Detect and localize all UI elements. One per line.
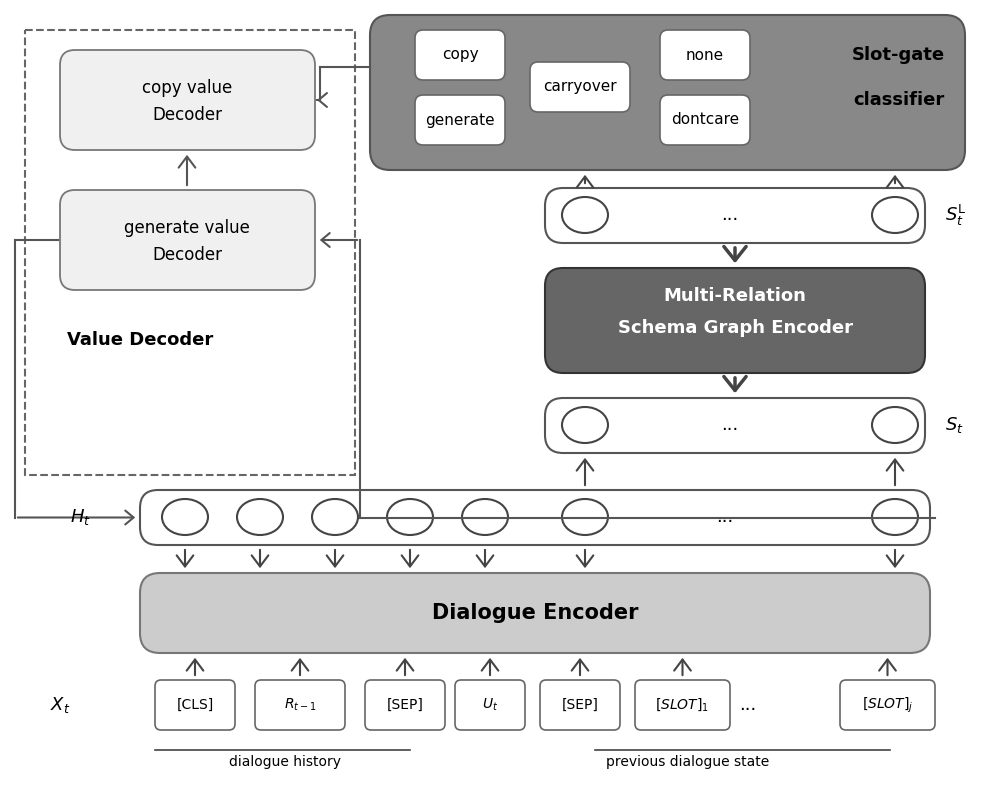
Text: [SEP]: [SEP] [562,698,598,712]
FancyBboxPatch shape [255,680,345,730]
Ellipse shape [387,499,433,535]
FancyBboxPatch shape [415,95,505,145]
Text: Dialogue Encoder: Dialogue Encoder [432,603,638,623]
FancyBboxPatch shape [140,490,930,545]
Text: copy: copy [442,48,478,63]
FancyBboxPatch shape [540,680,620,730]
Ellipse shape [237,499,283,535]
Text: previous dialogue state: previous dialogue state [606,755,770,769]
FancyBboxPatch shape [455,680,525,730]
Text: $X_t$: $X_t$ [50,695,70,715]
FancyBboxPatch shape [660,30,750,80]
Text: none: none [686,48,724,63]
FancyBboxPatch shape [155,680,235,730]
Text: dialogue history: dialogue history [229,755,341,769]
Text: ...: ... [716,508,734,526]
Text: dontcare: dontcare [671,113,739,128]
Text: $H_t$: $H_t$ [70,507,90,527]
Text: $[SLOT]_1$: $[SLOT]_1$ [655,696,710,713]
Ellipse shape [462,499,508,535]
Text: $U_t$: $U_t$ [482,697,498,713]
Ellipse shape [872,197,918,233]
Ellipse shape [162,499,208,535]
Text: [CLS]: [CLS] [176,698,214,712]
Ellipse shape [872,499,918,535]
FancyBboxPatch shape [660,95,750,145]
FancyBboxPatch shape [365,680,445,730]
FancyBboxPatch shape [545,188,925,243]
Text: carryover: carryover [543,79,617,94]
Text: Multi-Relation: Multi-Relation [664,287,806,305]
Text: $[SLOT]_j$: $[SLOT]_j$ [862,696,913,715]
FancyBboxPatch shape [140,573,930,653]
Text: ...: ... [739,696,757,714]
Ellipse shape [312,499,358,535]
Ellipse shape [562,499,608,535]
Text: $R_{t-1}$: $R_{t-1}$ [284,697,316,713]
FancyBboxPatch shape [545,268,925,373]
Ellipse shape [562,407,608,443]
FancyBboxPatch shape [545,398,925,453]
Text: Decoder: Decoder [152,246,222,264]
Text: $S_t^\mathrm{L}$: $S_t^\mathrm{L}$ [945,202,967,228]
FancyBboxPatch shape [60,50,315,150]
FancyBboxPatch shape [60,190,315,290]
Ellipse shape [562,197,608,233]
Text: Decoder: Decoder [152,106,222,124]
Text: ...: ... [721,416,739,434]
FancyBboxPatch shape [840,680,935,730]
Bar [25,30,355,475]
Text: ...: ... [721,206,739,224]
Text: copy value: copy value [142,79,232,97]
Text: Slot-gate: Slot-gate [852,46,945,64]
Text: generate value: generate value [124,219,250,237]
Text: Value Decoder: Value Decoder [67,331,213,349]
Text: [SEP]: [SEP] [387,698,423,712]
Text: generate: generate [425,113,495,128]
Text: $S_t$: $S_t$ [945,415,964,435]
Ellipse shape [872,407,918,443]
FancyBboxPatch shape [530,62,630,112]
Text: Schema Graph Encoder: Schema Graph Encoder [618,319,852,337]
FancyBboxPatch shape [415,30,505,80]
Text: classifier: classifier [854,91,945,109]
FancyBboxPatch shape [635,680,730,730]
FancyBboxPatch shape [370,15,965,170]
